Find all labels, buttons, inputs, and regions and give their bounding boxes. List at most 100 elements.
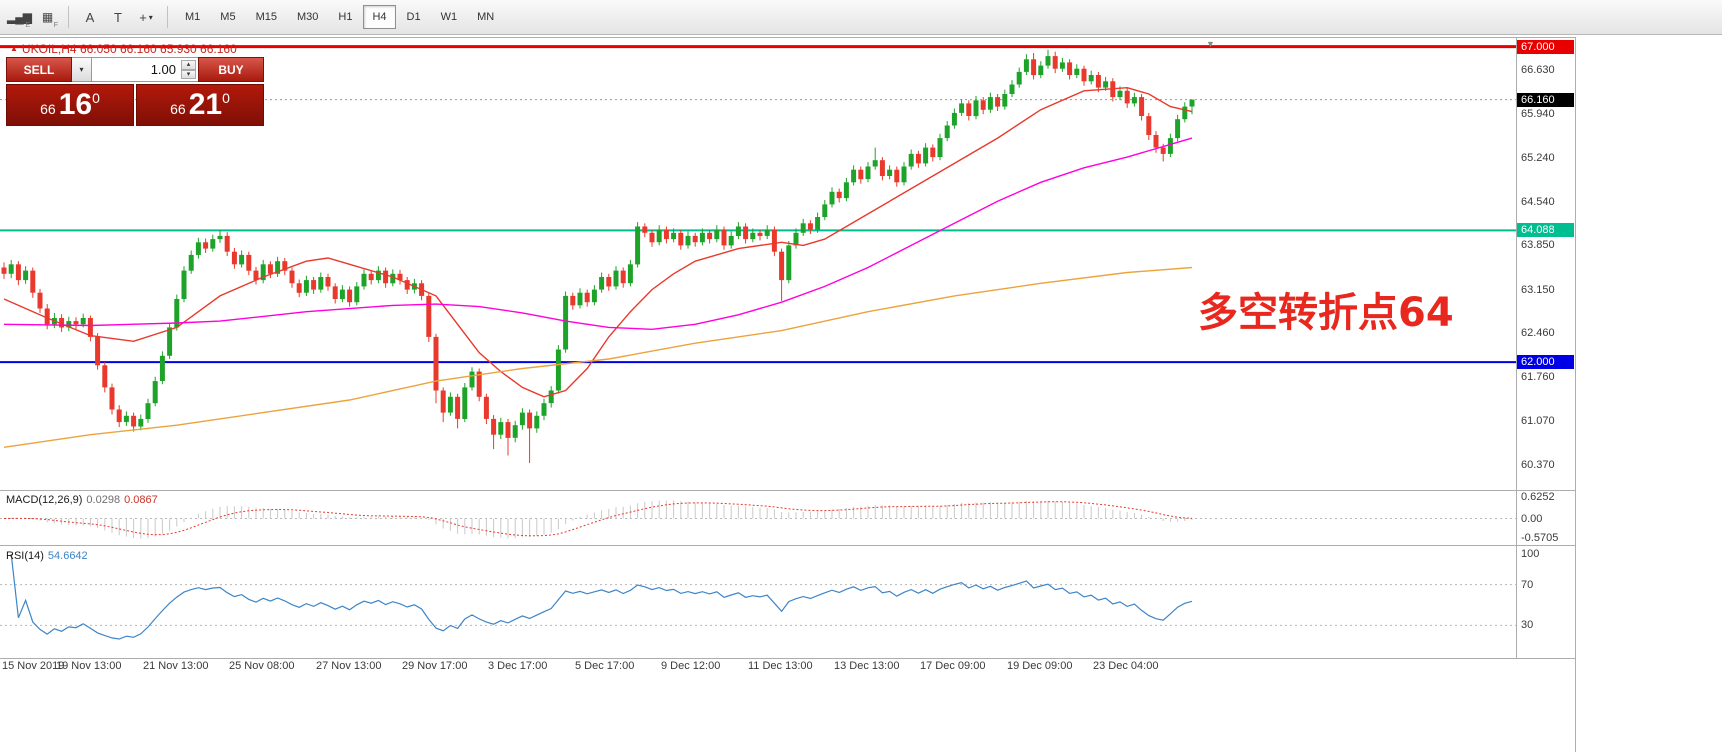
- bid-price-button[interactable]: 66 16 0: [6, 84, 134, 126]
- macd-indicator-label: MACD(12,26,9) 0.0298 0.0867: [6, 494, 158, 506]
- text-label-button[interactable]: A: [77, 4, 103, 30]
- price-chart-canvas[interactable]: [0, 38, 1516, 490]
- ask-big-digits: 21: [188, 88, 223, 121]
- timeframe-m5-button[interactable]: M5: [211, 5, 244, 29]
- macd-signal-line: [3, 501, 1193, 537]
- axis-tick: 60.370: [1521, 459, 1555, 471]
- timeframe-m30-button[interactable]: M30: [288, 5, 327, 29]
- time-label: 25 Nov 08:00: [229, 660, 295, 672]
- toolbar-separator: [68, 6, 69, 28]
- symbol-marker-icon: ▲: [10, 44, 18, 53]
- time-label: 9 Dec 12:00: [661, 660, 721, 672]
- time-label: 13 Dec 13:00: [834, 660, 900, 672]
- axis-tick: 61.070: [1521, 415, 1555, 427]
- text-box-icon: T: [114, 9, 122, 25]
- time-label: 15 Nov 2019: [2, 660, 65, 672]
- price-tag: 66.160: [1517, 93, 1574, 107]
- macd-histogram: [10, 500, 1193, 539]
- chart-annotation-text: 多空转折点64: [1198, 290, 1454, 336]
- bid-big-digits: 16: [58, 88, 93, 121]
- toolbar-separator: [167, 6, 168, 28]
- bid-prefix: 66: [40, 101, 56, 117]
- volume-input[interactable]: [92, 58, 198, 81]
- candlestick-chart-icon: ▂▄▆: [7, 10, 32, 24]
- toolbar: ▂▄▆ E ▦ F A T + ▾ M1 M5 M15 M30 H1 H4 D1…: [0, 0, 1722, 35]
- axis-tick: -0.5705: [1521, 532, 1559, 544]
- timeframe-w1-button[interactable]: W1: [432, 5, 467, 29]
- axis-tick: 65.240: [1521, 152, 1555, 164]
- timeframe-m15-button[interactable]: M15: [247, 5, 286, 29]
- chevron-down-icon: ▾: [148, 12, 153, 22]
- axis-tick: 63.850: [1521, 239, 1555, 251]
- volume-stepper: ▴ ▾: [181, 60, 196, 79]
- volume-decrease-button[interactable]: ▾: [181, 69, 196, 79]
- axis-tick: 100: [1521, 548, 1540, 560]
- chart-title-text: UKOIL,H4 66.050 66.160 65.930 66.160: [21, 42, 237, 56]
- order-type-dropdown[interactable]: ▾: [72, 57, 92, 82]
- macd-panel-separator[interactable]: [0, 490, 1575, 491]
- axis-tick: 64.540: [1521, 196, 1555, 208]
- rsi-panel-canvas[interactable]: [0, 546, 1516, 658]
- time-label: 19 Nov 13:00: [56, 660, 122, 672]
- ask-prefix: 66: [170, 101, 186, 117]
- text-label-icon: A: [85, 9, 95, 25]
- chart-top-border: [0, 37, 1575, 38]
- price-axis-border: [1516, 37, 1517, 658]
- rsi-line: [10, 553, 1193, 640]
- grid-button[interactable]: ▦ F: [34, 4, 60, 30]
- rsi-indicator-label: RSI(14) 54.6642: [6, 550, 88, 562]
- axis-tick: 30: [1521, 619, 1534, 631]
- timeframe-d1-button[interactable]: D1: [398, 5, 430, 29]
- time-label: 21 Nov 13:00: [143, 660, 209, 672]
- text-box-button[interactable]: T: [105, 4, 131, 30]
- grid-icon: ▦: [41, 10, 53, 24]
- axis-tick: 0.00: [1521, 513, 1543, 525]
- time-label: 29 Nov 17:00: [402, 660, 468, 672]
- chart-shift-marker[interactable]: ▼: [1206, 39, 1215, 49]
- ask-price-button[interactable]: 66 21 0: [136, 84, 264, 126]
- axis-tick: 65.940: [1521, 108, 1555, 120]
- macd-name: MACD(12,26,9): [6, 494, 83, 506]
- price-tag: 64.088: [1517, 223, 1574, 237]
- window-right-border: [1575, 37, 1576, 752]
- volume-field: ▴ ▾: [92, 57, 198, 82]
- bid-pipette: 0: [92, 90, 100, 106]
- timeframe-h1-button[interactable]: H1: [329, 5, 361, 29]
- time-label: 11 Dec 13:00: [748, 660, 813, 672]
- timeframe-m1-button[interactable]: M1: [176, 5, 209, 29]
- rsi-value: 54.6642: [47, 550, 88, 562]
- chart-title: ▲ UKOIL,H4 66.050 66.160 65.930 66.160: [10, 42, 237, 56]
- timeframe-h4-button[interactable]: H4: [363, 5, 396, 29]
- axis-tick: 63.150: [1521, 284, 1555, 296]
- rsi-panel-separator[interactable]: [0, 545, 1575, 546]
- rsi-name: RSI(14): [6, 550, 44, 562]
- sell-button[interactable]: SELL: [6, 57, 72, 82]
- time-axis-separator: [0, 658, 1575, 659]
- chart-type-button[interactable]: ▂▄▆ E: [6, 4, 32, 30]
- time-label: 19 Dec 09:00: [1007, 660, 1073, 672]
- axis-tick: 0.6252: [1521, 491, 1555, 503]
- ma-mid-line: [3, 137, 1193, 331]
- buy-button[interactable]: BUY: [198, 57, 264, 82]
- time-axis[interactable]: 15 Nov 2019 19 Nov 13:00 21 Nov 13:00 25 No…: [0, 660, 1516, 680]
- time-label: 5 Dec 17:00: [575, 660, 635, 672]
- volume-increase-button[interactable]: ▴: [181, 60, 196, 70]
- chart-type-sub-label: E: [25, 22, 30, 29]
- timeframe-mn-button[interactable]: MN: [468, 5, 503, 29]
- ma-slow-line: [3, 266, 1193, 448]
- axis-tick: 62.460: [1521, 327, 1555, 339]
- grid-sub-label: F: [53, 22, 58, 29]
- time-label: 27 Nov 13:00: [316, 660, 382, 672]
- time-label: 17 Dec 09:00: [920, 660, 986, 672]
- ma-fast-line: [3, 86, 1193, 398]
- crosshair-icon: +: [139, 9, 147, 25]
- price-tag: 62.000: [1517, 355, 1574, 369]
- price-axis[interactable]: 66.630 65.940 65.240 64.540 63.850 63.150 62.4…: [1517, 0, 1574, 752]
- price-tag: 67.000: [1517, 40, 1574, 54]
- macd-value-main: 0.0298: [86, 494, 121, 506]
- crosshair-button[interactable]: + ▾: [133, 4, 159, 30]
- axis-tick: 66.630: [1521, 64, 1555, 76]
- ask-pipette: 0: [222, 90, 230, 106]
- macd-panel-canvas[interactable]: [0, 491, 1516, 545]
